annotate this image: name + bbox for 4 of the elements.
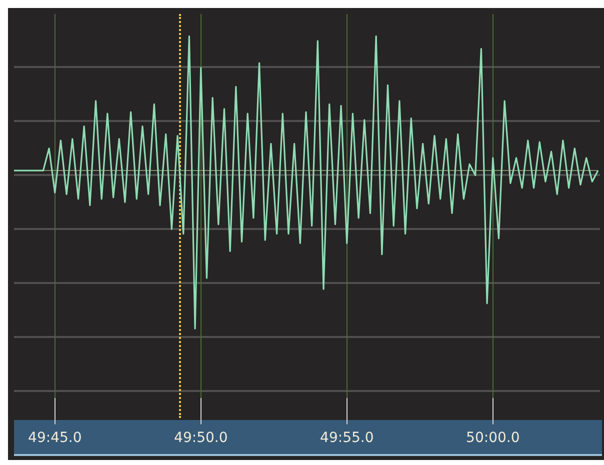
x-tick-label: 49:45.0 xyxy=(28,430,82,446)
x-tick-label: 49:55.0 xyxy=(320,430,374,446)
x-tick-label: 50:00.0 xyxy=(466,430,520,446)
x-tick-label: 49:50.0 xyxy=(174,430,228,446)
